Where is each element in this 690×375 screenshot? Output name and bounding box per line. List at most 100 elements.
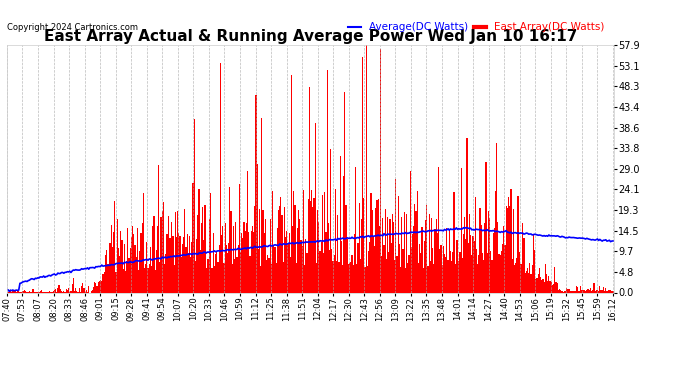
Bar xyxy=(410,171,411,292)
Bar xyxy=(145,264,146,292)
Bar xyxy=(105,255,106,292)
Bar xyxy=(608,290,609,292)
Bar xyxy=(377,200,379,292)
Bar xyxy=(518,196,519,292)
Bar xyxy=(204,205,206,292)
Bar xyxy=(137,228,138,292)
Bar xyxy=(228,243,229,292)
Bar xyxy=(355,167,356,292)
Bar xyxy=(341,241,342,292)
Bar xyxy=(389,219,391,292)
Bar xyxy=(516,258,518,292)
Bar xyxy=(61,291,62,292)
Bar xyxy=(533,234,534,292)
Bar xyxy=(219,245,220,292)
Average(DC Watts) xyxy=(206,250,214,254)
Bar xyxy=(604,291,605,292)
Bar xyxy=(579,291,580,292)
Bar xyxy=(602,290,603,292)
Bar xyxy=(131,237,132,292)
Bar xyxy=(531,274,532,292)
Bar xyxy=(573,291,574,292)
Bar xyxy=(381,256,382,292)
Bar xyxy=(541,280,542,292)
Bar xyxy=(107,264,108,292)
Bar xyxy=(321,242,322,292)
Bar xyxy=(9,291,10,292)
Average(DC Watts) xyxy=(90,266,99,270)
Bar xyxy=(171,222,172,292)
Bar xyxy=(397,196,399,292)
Bar xyxy=(547,281,549,292)
Bar xyxy=(168,216,169,292)
Bar xyxy=(557,283,558,292)
Bar xyxy=(156,249,157,292)
Bar xyxy=(414,204,415,292)
Bar xyxy=(177,211,178,292)
Bar xyxy=(560,290,562,292)
Bar xyxy=(224,223,226,292)
Bar xyxy=(138,270,139,292)
Bar xyxy=(101,280,102,292)
Bar xyxy=(221,235,222,292)
Average(DC Watts) xyxy=(546,234,554,238)
Bar xyxy=(570,291,571,292)
Bar xyxy=(446,228,448,292)
Bar xyxy=(586,290,587,292)
Bar xyxy=(566,288,567,292)
Bar xyxy=(202,207,203,292)
Bar xyxy=(361,219,362,292)
Bar xyxy=(29,291,30,292)
Bar xyxy=(208,259,209,292)
Bar xyxy=(451,261,452,292)
Bar xyxy=(591,291,592,292)
Bar xyxy=(453,192,455,292)
Bar xyxy=(392,214,393,292)
Legend: Average(DC Watts), East Array(DC Watts): Average(DC Watts), East Array(DC Watts) xyxy=(344,18,609,36)
Bar xyxy=(521,264,522,292)
Bar xyxy=(272,191,273,292)
Bar xyxy=(248,232,249,292)
Bar xyxy=(112,247,113,292)
Bar xyxy=(357,243,359,292)
Bar xyxy=(351,255,353,292)
Bar xyxy=(428,214,430,292)
Bar xyxy=(605,288,607,292)
Bar xyxy=(290,257,291,292)
Bar xyxy=(287,243,288,292)
Bar xyxy=(90,291,92,292)
Bar xyxy=(267,255,268,292)
Bar xyxy=(41,291,42,292)
Bar xyxy=(233,226,234,292)
Bar xyxy=(69,291,70,292)
Bar xyxy=(346,239,348,292)
Bar xyxy=(99,281,100,292)
Bar xyxy=(526,271,527,292)
Bar xyxy=(580,286,582,292)
Bar xyxy=(609,290,610,292)
Bar xyxy=(329,250,330,292)
Bar xyxy=(164,264,165,292)
Bar xyxy=(569,289,570,292)
Bar xyxy=(513,209,514,292)
Average(DC Watts) xyxy=(501,229,509,234)
Line: Average(DC Watts): Average(DC Watts) xyxy=(7,228,613,291)
Average(DC Watts) xyxy=(462,225,470,230)
Bar xyxy=(217,262,219,292)
Bar xyxy=(222,226,224,292)
Bar xyxy=(63,291,64,292)
Bar xyxy=(571,291,572,292)
Bar xyxy=(118,248,119,292)
Bar xyxy=(55,289,56,292)
Bar xyxy=(83,288,85,292)
Bar xyxy=(108,264,110,292)
Bar xyxy=(565,291,566,292)
Bar xyxy=(318,222,319,292)
Bar xyxy=(575,286,577,292)
Bar xyxy=(450,251,451,292)
Bar xyxy=(393,222,394,292)
Bar xyxy=(567,289,569,292)
Bar xyxy=(544,264,546,292)
Bar xyxy=(335,189,336,292)
Bar xyxy=(214,266,215,292)
